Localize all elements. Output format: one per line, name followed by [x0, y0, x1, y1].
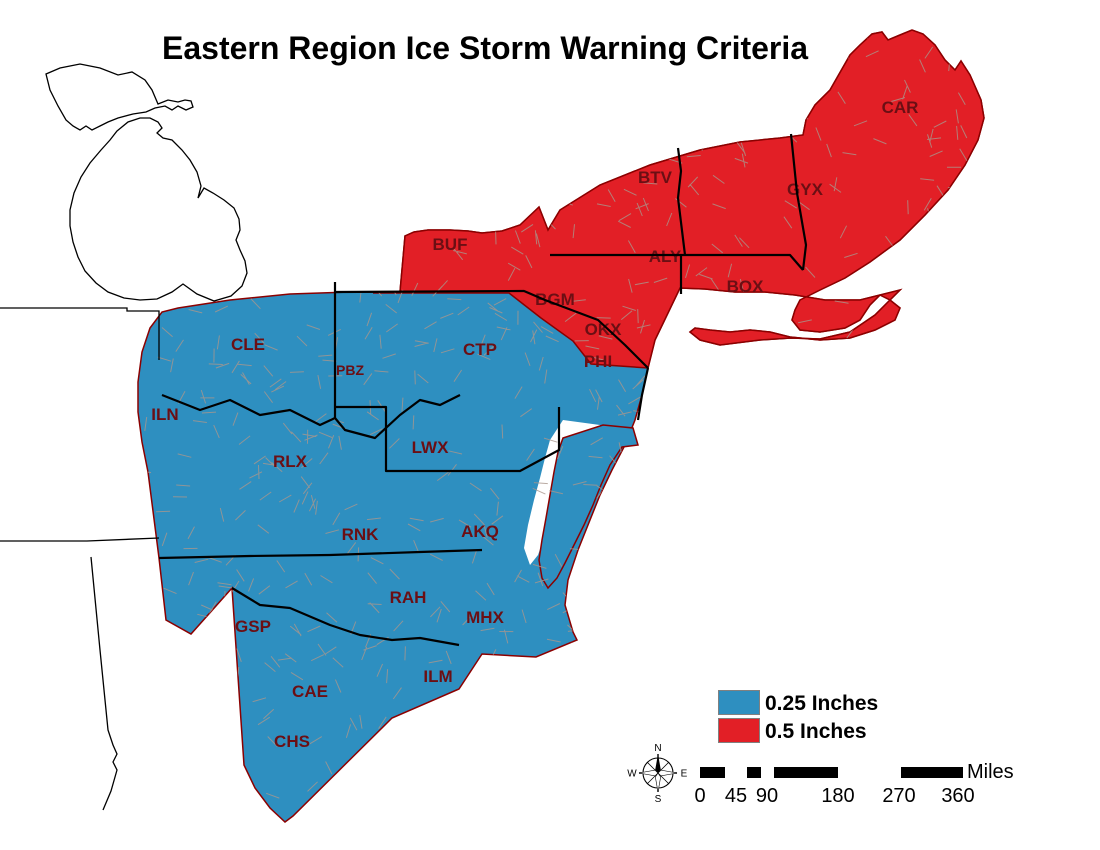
svg-text:LWX: LWX	[412, 438, 449, 457]
svg-text:ILN: ILN	[151, 405, 178, 424]
svg-text:GYX: GYX	[787, 180, 824, 199]
svg-text:BOX: BOX	[727, 277, 765, 296]
svg-text:CLE: CLE	[231, 335, 265, 354]
svg-text:S: S	[655, 794, 662, 805]
svg-text:45: 45	[725, 785, 747, 807]
svg-text:ILM: ILM	[423, 667, 452, 686]
svg-text:180: 180	[821, 785, 854, 807]
svg-text:AKQ: AKQ	[461, 522, 499, 541]
svg-text:BTV: BTV	[638, 168, 673, 187]
svg-text:90: 90	[756, 785, 778, 807]
svg-text:ALY: ALY	[649, 247, 682, 266]
svg-text:MHX: MHX	[466, 608, 504, 627]
svg-text:Miles: Miles	[967, 761, 1014, 783]
svg-text:PBZ: PBZ	[336, 362, 364, 378]
svg-text:N: N	[654, 743, 661, 754]
svg-text:CHS: CHS	[274, 732, 310, 751]
svg-text:BUF: BUF	[433, 235, 468, 254]
svg-text:RAH: RAH	[390, 588, 427, 607]
svg-text:0: 0	[694, 785, 705, 807]
svg-text:RNK: RNK	[342, 525, 380, 544]
svg-text:CTP: CTP	[463, 340, 497, 359]
svg-text:CAR: CAR	[882, 98, 919, 117]
svg-text:GSP: GSP	[235, 617, 271, 636]
svg-text:W: W	[627, 769, 637, 780]
svg-text:PHI: PHI	[584, 352, 612, 371]
svg-text:E: E	[681, 769, 688, 780]
svg-text:270: 270	[882, 785, 915, 807]
svg-text:CAE: CAE	[292, 682, 328, 701]
svg-text:360: 360	[941, 785, 974, 807]
svg-text:RLX: RLX	[273, 452, 308, 471]
